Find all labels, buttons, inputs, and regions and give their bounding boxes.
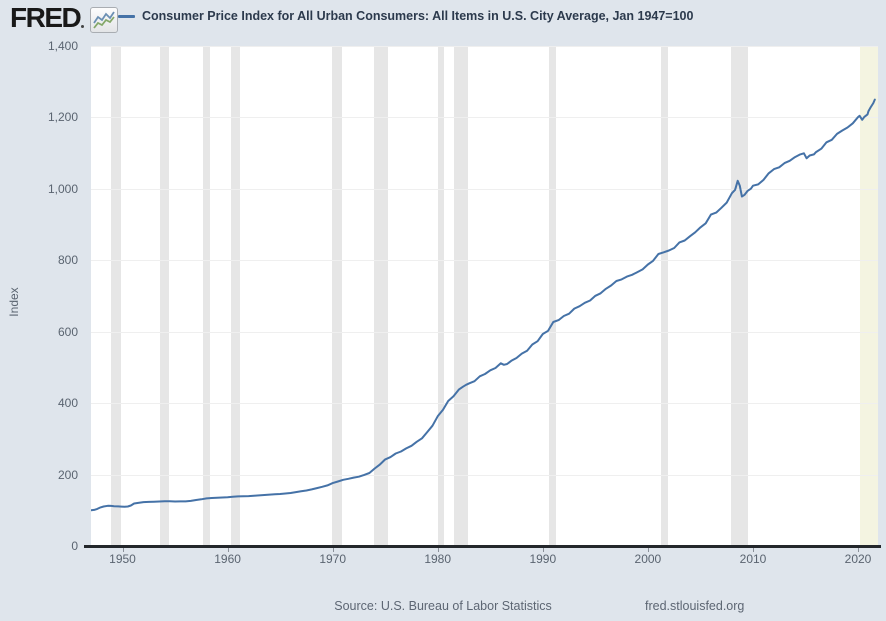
x-tick-mark [647, 548, 649, 552]
fred-logo-chart-icon [90, 7, 119, 33]
chart-footer: Source: U.S. Bureau of Labor Statistics … [0, 599, 886, 619]
gridline [91, 331, 878, 333]
recession-band [331, 46, 343, 546]
recession-band [373, 46, 388, 546]
x-tick-label: 2000 [634, 552, 662, 566]
recession-band [731, 46, 748, 546]
gridline [91, 117, 878, 119]
x-tick-label: 2020 [844, 552, 872, 566]
y-tick-label: 600 [57, 324, 78, 339]
x-tick-mark [227, 548, 229, 552]
undated-recession-band [859, 46, 878, 546]
y-tick-label: 200 [57, 467, 78, 482]
recession-band [661, 46, 668, 546]
recession-band [438, 46, 444, 546]
legend[interactable]: Consumer Price Index for All Urban Consu… [118, 9, 878, 24]
x-tick-label: 1980 [424, 552, 452, 566]
x-tick-label: 1950 [109, 552, 136, 566]
series-title: Consumer Price Index for All Urban Consu… [142, 9, 694, 23]
x-tick-mark [542, 548, 544, 552]
gridline [91, 188, 878, 190]
recession-band [231, 46, 240, 546]
recession-band [160, 46, 169, 546]
x-tick-mark [122, 548, 124, 552]
cpi-line-layer [91, 98, 876, 512]
y-tick-label: 1,000 [47, 181, 78, 196]
x-tick-label: 1990 [529, 552, 557, 566]
site-link[interactable]: fred.stlouisfed.org [645, 599, 745, 613]
gridline [91, 474, 878, 476]
recession-band [203, 46, 210, 546]
fred-logo-text: FRED [10, 2, 82, 33]
legend-line-swatch [118, 15, 135, 18]
registered-trademark-dot [81, 25, 85, 28]
x-tick-label: 2010 [739, 552, 767, 566]
recession-band [548, 46, 556, 546]
y-tick-label: 1,400 [47, 39, 78, 53]
fred-logo[interactable]: FRED [10, 2, 119, 33]
chart-header: FRED Consumer Price Index for All Urban … [0, 0, 886, 40]
recession-band [111, 46, 121, 546]
gridline [91, 260, 878, 262]
x-tick-mark [753, 548, 754, 552]
plot-area[interactable] [91, 46, 878, 546]
y-tick-label: 400 [57, 396, 78, 411]
gridline [91, 46, 878, 47]
x-tick-mark [437, 548, 439, 552]
x-axis-line [84, 545, 881, 548]
recession-band [454, 46, 469, 546]
y-tick-label: 0 [71, 539, 78, 553]
gridline [91, 403, 878, 405]
source-note: Source: U.S. Bureau of Labor Statistics [334, 599, 552, 613]
y-tick-label: 1,200 [47, 110, 78, 125]
x-tick-mark [858, 548, 859, 552]
x-tick-mark [332, 548, 334, 552]
cpi-series-line [91, 98, 876, 512]
x-tick-label: 1960 [214, 552, 241, 566]
y-tick-label: 800 [57, 253, 78, 268]
x-tick-label: 1970 [319, 552, 347, 566]
